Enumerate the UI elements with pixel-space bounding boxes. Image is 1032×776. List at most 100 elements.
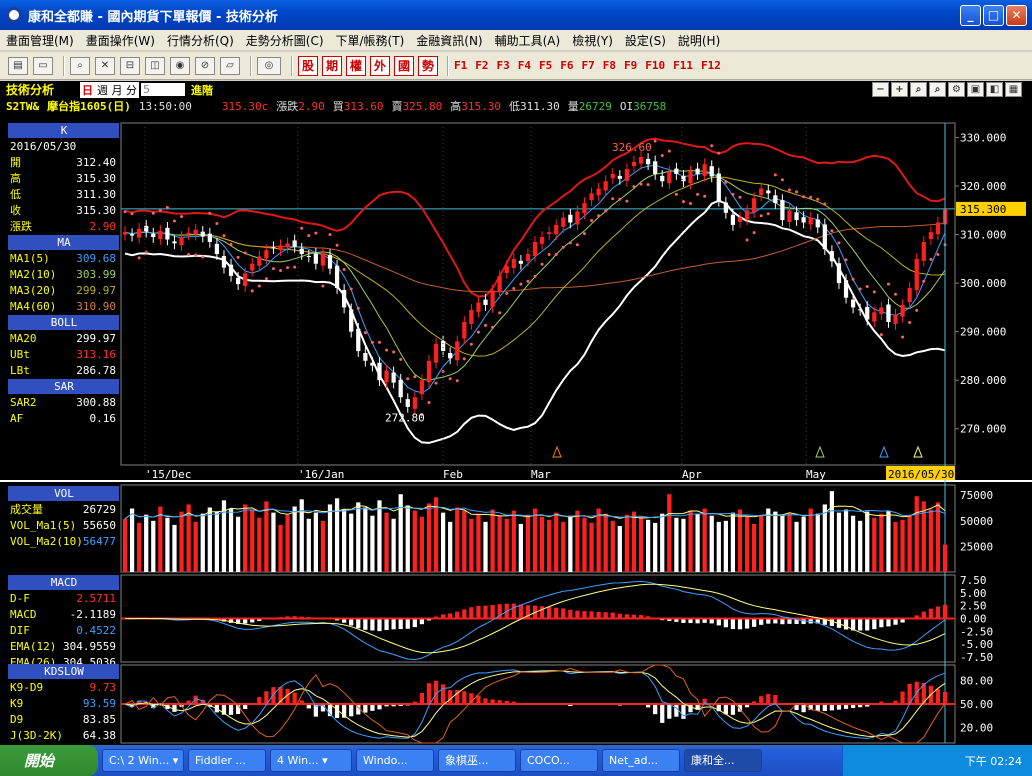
menu-item-4[interactable]: 下單/帳務(T)	[335, 33, 405, 48]
menu-item-3[interactable]: 走勢分析圖(C)	[245, 33, 324, 48]
close-window-icon[interactable]: ✕	[95, 56, 115, 75]
kd-histogram-bar	[384, 704, 389, 707]
logo-icon[interactable]: ◎	[257, 56, 281, 75]
fkey-f1[interactable]: F1	[454, 59, 468, 72]
kd-histogram-bar	[801, 704, 806, 713]
quick-button-3[interactable]: 外	[370, 55, 390, 76]
sar-dot	[512, 286, 516, 290]
sar-dot	[766, 212, 770, 216]
toolbar: ▤ ▭ ⌕ ✕ ⊟ ◫ ◉ ⊘ ▱ ◎ 股期權外國勢 F1 F2 F3 F4 F5 F6 F…	[0, 52, 1032, 80]
candle-body	[681, 175, 686, 182]
kd-histogram-bar	[723, 704, 728, 715]
macd-histogram-bar	[865, 618, 870, 631]
search-icon[interactable]: ⌕	[70, 56, 90, 75]
period-other-tabs[interactable]: 週 月 分	[95, 81, 140, 98]
task-explorer[interactable]: 4 Win... ▾	[270, 749, 352, 772]
period-value-select[interactable]: 5	[141, 83, 186, 96]
quick-button-1[interactable]: 期	[322, 55, 342, 76]
volume-bar	[186, 504, 191, 572]
menu-item-7[interactable]: 檢視(Y)	[572, 33, 613, 48]
kd-histogram-bar	[843, 704, 849, 709]
task-net[interactable]: Net_ad...	[602, 749, 680, 772]
sar-dot	[703, 194, 707, 198]
sar-dot	[724, 180, 728, 184]
quick-button-2[interactable]: 權	[346, 55, 366, 76]
maximize-button[interactable]: □	[983, 5, 1004, 26]
title-bar[interactable]: 康和全都賺 - 國內期貨下單報價 - 技術分析 _ □ ✕	[0, 0, 1032, 30]
advanced-button[interactable]: 進階	[191, 83, 214, 97]
minimize-button[interactable]: _	[960, 5, 981, 26]
volume-bar	[723, 520, 728, 572]
sar-dot	[165, 205, 169, 209]
menu-item-5[interactable]: 金融資訊(N)	[416, 33, 483, 48]
kd-histogram-bar	[850, 704, 856, 709]
layout-icon[interactable]: ▤	[8, 56, 28, 75]
volume-bar	[561, 521, 566, 572]
macd-histogram-bar	[589, 611, 594, 619]
sar-dot	[632, 185, 636, 189]
task-chess[interactable]: 象棋巫...	[438, 749, 516, 772]
fkey-f12[interactable]: F12	[701, 59, 721, 72]
quick-button-5[interactable]: 勢	[418, 55, 438, 76]
macd-histogram-bar	[490, 604, 495, 619]
audio-icon[interactable]: ◉	[170, 56, 190, 75]
monitor-icon[interactable]: ▭	[33, 56, 53, 75]
magnify-icon[interactable]: ⌕	[910, 82, 927, 97]
zoom-out-icon[interactable]: −	[872, 82, 889, 97]
settings-icon[interactable]: ⚙	[948, 82, 965, 97]
task-kanghe[interactable]: 康和全...	[684, 749, 762, 772]
task-cmd[interactable]: C:\ 2 Win... ▾	[102, 749, 184, 772]
fkey-f6[interactable]: F6	[560, 59, 574, 72]
fkey-f11[interactable]: F11	[673, 59, 693, 72]
zoom-in-icon[interactable]: +	[891, 82, 908, 97]
high: 315.30	[461, 99, 501, 113]
fkey-f10[interactable]: F10	[645, 59, 666, 72]
kd-histogram-bar	[893, 700, 898, 704]
kd-histogram-bar	[391, 704, 396, 707]
copy-icon[interactable]: ◧	[986, 82, 1003, 97]
sar-dot	[830, 229, 834, 233]
chart-icon[interactable]: ▱	[220, 56, 240, 75]
menu-item-1[interactable]: 畫面操作(W)	[85, 33, 155, 48]
candle-body	[363, 353, 368, 361]
magnify-minus-icon[interactable]: ⌕	[929, 82, 946, 97]
order-icon[interactable]: ⊟	[120, 56, 140, 75]
vol-row-2-value: 56477	[83, 535, 116, 548]
candle-body	[702, 164, 707, 176]
menu-item-6[interactable]: 輔助工具(A)	[494, 33, 561, 48]
period-day-tab[interactable]: 日	[80, 81, 96, 98]
quick-button-0[interactable]: 股	[298, 55, 318, 76]
macd-histogram-bar	[674, 618, 679, 622]
kd-histogram-bar	[363, 704, 368, 713]
task-fiddler[interactable]: Fiddler ...	[188, 749, 266, 772]
menu-item-0[interactable]: 畫面管理(M)	[6, 33, 74, 48]
kd-histogram-bar	[264, 691, 269, 704]
sar-dot	[526, 279, 530, 283]
save-icon[interactable]: ▣	[967, 82, 984, 97]
menu-item-9[interactable]: 說明(H)	[677, 33, 721, 48]
close-button[interactable]: ✕	[1006, 5, 1027, 26]
fkey-f2[interactable]: F2	[475, 59, 489, 72]
sar-dot	[554, 253, 558, 257]
candle-body	[377, 362, 382, 381]
candle-body	[299, 248, 304, 255]
start-button[interactable]: 開始	[0, 745, 98, 776]
menu-item-8[interactable]: 設定(S)	[624, 33, 666, 48]
macd-histogram-bar	[243, 618, 248, 624]
sar-dot	[837, 241, 841, 245]
fkey-f9[interactable]: F9	[624, 59, 638, 72]
quick-button-4[interactable]: 國	[394, 55, 414, 76]
task-windows[interactable]: Windo...	[356, 749, 434, 772]
fkey-f4[interactable]: F4	[517, 59, 531, 72]
menu-item-2[interactable]: 行情分析(Q)	[166, 33, 234, 48]
fkey-f7[interactable]: F7	[581, 59, 595, 72]
fkey-f3[interactable]: F3	[496, 59, 510, 72]
kd-histogram-bar	[674, 704, 679, 717]
split-icon[interactable]: ◫	[145, 56, 165, 75]
task-chrome[interactable]: COCO...	[520, 749, 598, 772]
fkey-f8[interactable]: F8	[602, 59, 616, 72]
cancel-icon[interactable]: ⊘	[195, 56, 215, 75]
fkey-f5[interactable]: F5	[539, 59, 553, 72]
technical-chart[interactable]: K 2016/05/30 開 312.40 高 315.30 低 311.30 收 315.30 漲…	[0, 114, 1032, 745]
export-icon[interactable]: ▦	[1005, 82, 1022, 97]
